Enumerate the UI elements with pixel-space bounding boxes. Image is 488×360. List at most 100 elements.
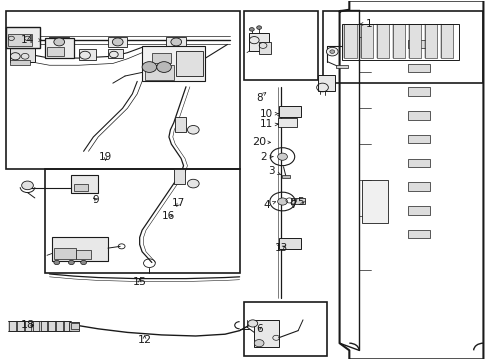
Bar [407, 40, 429, 48]
Circle shape [68, 260, 74, 265]
Bar [317, 75, 334, 91]
Bar [407, 230, 429, 238]
Bar [291, 198, 305, 204]
Bar [277, 118, 297, 127]
Bar [244, 12, 317, 80]
Bar [108, 37, 127, 47]
Circle shape [81, 260, 86, 265]
Circle shape [329, 50, 334, 53]
Text: 10: 10 [259, 109, 278, 119]
Bar [69, 321, 79, 330]
Circle shape [21, 181, 33, 190]
Circle shape [326, 47, 337, 56]
Bar [25, 320, 31, 331]
Text: 19: 19 [99, 152, 112, 162]
Bar [142, 45, 205, 81]
Bar [10, 45, 35, 62]
Text: 16: 16 [162, 211, 175, 221]
Text: 13: 13 [274, 243, 287, 253]
Bar [249, 33, 268, 51]
Bar [254, 320, 278, 347]
Bar [13, 35, 18, 45]
Text: 4: 4 [263, 200, 275, 210]
Bar [335, 64, 347, 68]
Bar [392, 24, 404, 58]
Bar [17, 320, 23, 331]
Bar [259, 42, 271, 54]
Text: 3: 3 [267, 166, 280, 176]
Circle shape [157, 62, 171, 72]
Bar [8, 34, 32, 46]
Circle shape [277, 198, 287, 205]
Circle shape [142, 62, 157, 72]
Circle shape [54, 38, 64, 46]
Bar [344, 24, 356, 58]
Bar [322, 12, 483, 83]
Bar [44, 169, 239, 273]
Bar [41, 320, 47, 331]
Bar [175, 117, 185, 132]
Text: 2: 2 [260, 152, 272, 162]
Bar [408, 24, 420, 58]
Bar [54, 248, 76, 259]
Bar [10, 60, 30, 65]
Text: 15: 15 [132, 277, 146, 287]
Circle shape [187, 126, 199, 134]
Bar [47, 47, 64, 56]
Text: 20: 20 [251, 138, 270, 147]
Circle shape [187, 179, 199, 188]
Text: 7: 7 [289, 200, 296, 210]
Text: 11: 11 [259, 120, 278, 129]
Bar [144, 65, 173, 80]
Bar [278, 107, 300, 117]
Circle shape [256, 26, 261, 30]
Bar [278, 238, 300, 249]
Bar [407, 111, 429, 120]
Circle shape [247, 320, 257, 327]
Bar [152, 53, 171, 63]
Bar [407, 87, 429, 96]
Text: 5: 5 [293, 197, 303, 207]
Bar [376, 24, 388, 58]
Bar [5, 27, 40, 48]
Bar [56, 320, 62, 331]
Bar [176, 51, 203, 76]
Text: 8: 8 [255, 93, 265, 103]
Circle shape [112, 38, 123, 46]
Bar [74, 184, 88, 191]
Text: 6: 6 [255, 324, 262, 334]
Bar [440, 24, 452, 58]
Text: 9: 9 [92, 195, 99, 205]
Circle shape [254, 339, 264, 347]
Bar [108, 49, 122, 58]
Bar [71, 175, 98, 193]
Bar [361, 180, 387, 223]
Bar [71, 323, 79, 329]
Circle shape [54, 260, 60, 265]
Bar [76, 250, 91, 259]
Bar [407, 158, 429, 167]
Bar [407, 182, 429, 191]
Bar [9, 320, 16, 331]
Circle shape [170, 38, 181, 46]
Text: 18: 18 [20, 320, 35, 330]
Text: 1: 1 [359, 19, 371, 29]
Text: 17: 17 [172, 198, 185, 208]
Bar [407, 206, 429, 215]
Bar [173, 169, 184, 184]
Bar [424, 24, 436, 58]
Text: 12: 12 [137, 334, 151, 345]
Bar [79, 49, 96, 60]
Bar [49, 37, 69, 47]
Text: 14: 14 [21, 35, 41, 45]
Bar [166, 37, 185, 47]
Polygon shape [339, 1, 483, 359]
Bar [48, 320, 55, 331]
Bar [360, 24, 372, 58]
Bar [64, 320, 70, 331]
Circle shape [277, 153, 287, 160]
Bar [44, 39, 74, 58]
Bar [5, 12, 239, 169]
Circle shape [249, 28, 254, 31]
Bar [341, 24, 458, 60]
